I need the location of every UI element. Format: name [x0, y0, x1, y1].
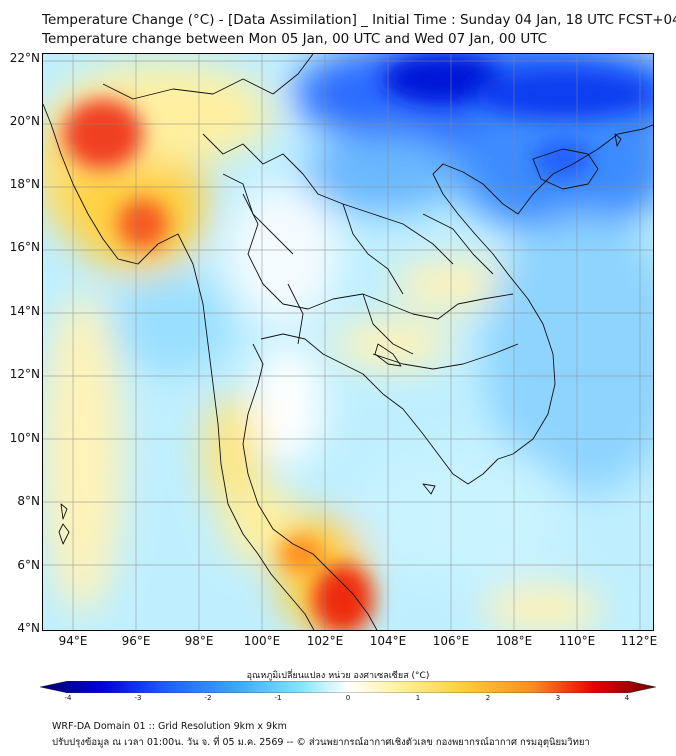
colorbar-tick: 1: [415, 694, 421, 702]
colorbar: [40, 681, 656, 693]
lat-label: 18°N: [9, 177, 40, 191]
lat-label: 10°N: [9, 431, 40, 445]
colorbar-tick: 3: [555, 694, 561, 702]
lat-label: 22°N: [9, 51, 40, 65]
footer-model-info: WRF-DA Domain 01 :: Grid Resolution 9km …: [52, 721, 287, 732]
colorbar-tick: 4: [624, 694, 630, 702]
colorbar-tick: -1: [274, 694, 282, 702]
footer-credit: ปรับปรุงข้อมูล ณ เวลา 01:00น. วัน จ. ที่…: [52, 737, 590, 748]
lat-label: 6°N: [17, 558, 40, 572]
lon-label: 104°E: [369, 634, 407, 648]
colorbar-tick: -2: [204, 694, 212, 702]
lon-label: 98°E: [184, 634, 214, 648]
map-title: Temperature Change (°C) - [Data Assimila…: [42, 12, 676, 28]
lat-label: 4°N: [17, 621, 40, 635]
lon-label: 112°E: [620, 634, 658, 648]
colorbar-tick: 0: [345, 694, 351, 702]
lon-label: 100°E: [243, 634, 281, 648]
lon-label: 96°E: [121, 634, 151, 648]
map-subtitle: Temperature change between Mon 05 Jan, 0…: [42, 31, 548, 47]
lat-label: 8°N: [17, 494, 40, 508]
lon-label: 94°E: [58, 634, 88, 648]
lat-label: 12°N: [9, 367, 40, 381]
colorbar-tick: -4: [64, 694, 72, 702]
lon-label: 102°E: [306, 634, 344, 648]
lon-label: 108°E: [495, 634, 533, 648]
lat-label: 20°N: [9, 114, 40, 128]
lat-label: 14°N: [9, 304, 40, 318]
colorbar-tick: 2: [485, 694, 491, 702]
colorbar-title: อุณหภูมิเปลี่ยนแปลง หน่วย องศาเซลเซียส (…: [246, 671, 430, 681]
temperature-field: [43, 54, 653, 630]
colorbar-tick: -3: [134, 694, 142, 702]
lon-label: 106°E: [432, 634, 470, 648]
lon-label: 110°E: [558, 634, 596, 648]
lat-label: 16°N: [9, 240, 40, 254]
temperature-change-map: [42, 53, 654, 631]
